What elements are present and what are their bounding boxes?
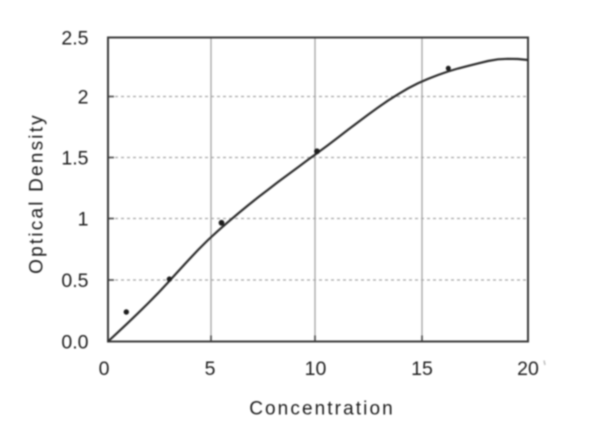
svg-text:10: 10 <box>305 358 327 380</box>
svg-text:2: 2 <box>78 87 89 109</box>
svg-text:15: 15 <box>411 358 433 380</box>
svg-text:20: 20 <box>517 358 539 380</box>
svg-text:Concentration: Concentration <box>249 399 395 420</box>
svg-text:0.0: 0.0 <box>61 331 88 353</box>
svg-text:0.5: 0.5 <box>61 270 88 292</box>
svg-text:5: 5 <box>205 358 216 380</box>
svg-text:1: 1 <box>78 209 89 231</box>
svg-text:1.5: 1.5 <box>61 148 88 170</box>
svg-text:Optical Density: Optical Density <box>27 113 48 274</box>
svg-text:0: 0 <box>99 358 110 380</box>
svg-text:2.5: 2.5 <box>61 27 88 49</box>
